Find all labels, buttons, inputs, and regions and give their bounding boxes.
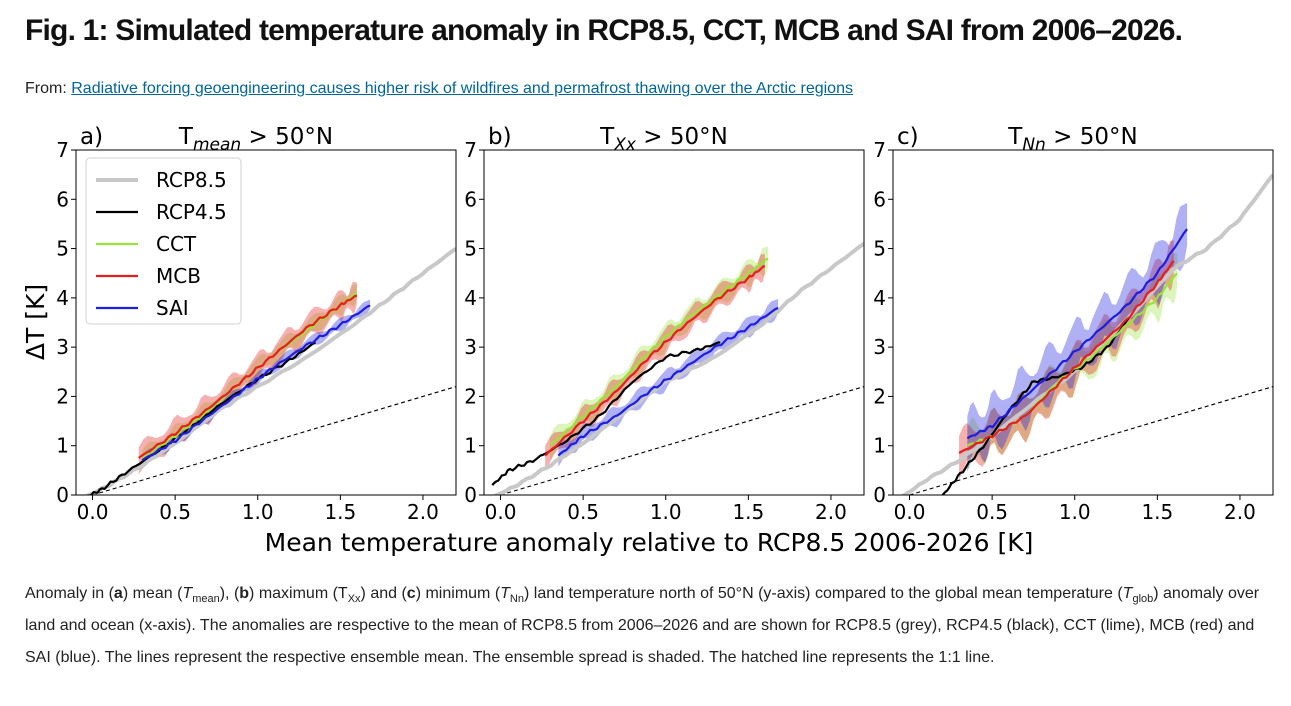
y-tick-label: 4: [873, 286, 886, 310]
panel-label: a): [80, 124, 103, 150]
x-tick-label: 0.0: [894, 500, 926, 524]
legend-label-rcp8.5: RCP8.5: [156, 168, 227, 192]
x-tick-label: 0.5: [567, 500, 599, 524]
figure-source: From: Radiative forcing geoengineering c…: [25, 80, 853, 98]
x-tick-label: 2.0: [815, 500, 847, 524]
y-tick-label: 7: [873, 138, 886, 162]
x-tick-label: 0.0: [77, 500, 109, 524]
panel-title: TXx > 50°N: [599, 124, 728, 155]
legend-label-mcb: MCB: [156, 264, 201, 288]
x-tick-label: 2.0: [1224, 500, 1256, 524]
series-mcb: [138, 294, 358, 459]
y-tick-label: 0: [56, 483, 69, 507]
y-tick-label: 2: [873, 384, 886, 408]
y-tick-label: 2: [56, 384, 69, 408]
x-tick-label: 2.0: [407, 500, 439, 524]
y-tick-label: 6: [56, 187, 69, 211]
series-sai: [557, 306, 779, 457]
y-axis-label: ΔT [K]: [21, 284, 50, 360]
series-rcp8.5: [901, 173, 1273, 495]
y-tick-label: 1: [464, 434, 477, 458]
series-rcp4.5: [491, 341, 721, 486]
y-tick-label: 5: [873, 237, 886, 261]
plot-area: [491, 242, 864, 495]
legend-label-rcp4.5: RCP4.5: [156, 200, 227, 224]
y-tick-label: 2: [464, 384, 477, 408]
y-tick-label: 3: [464, 335, 477, 359]
x-tick-label: 1.0: [242, 500, 274, 524]
plot-area: [901, 173, 1273, 495]
panel-label: c): [897, 124, 919, 150]
series-mcb: [958, 260, 1175, 455]
x-tick-label: 1.5: [1141, 500, 1173, 524]
y-tick-label: 7: [464, 138, 477, 162]
y-tick-label: 1: [873, 434, 886, 458]
spread-mcb: [545, 254, 765, 471]
y-tick-label: 4: [56, 286, 69, 310]
panel-label: b): [488, 124, 512, 150]
series-rcp4.5: [941, 317, 1131, 495]
series-cct: [549, 257, 769, 447]
axes-frame: [75, 149, 457, 496]
y-tick-label: 0: [464, 483, 477, 507]
y-tick-label: 3: [873, 335, 886, 359]
series-rcp8.5: [84, 247, 456, 495]
spread-sai: [558, 299, 779, 467]
series-rcp4.5: [86, 341, 317, 495]
one-to-one-line: [92, 386, 456, 495]
panel-c: 0.0 0.5 1.0 1.5 2.0 0 1 2 3 4 5 6 7 c) TNn > 50°N: [873, 124, 1274, 524]
y-tick-label: 7: [56, 138, 69, 162]
one-to-one-line: [500, 386, 864, 495]
y-tick-label: 3: [56, 335, 69, 359]
legend-label-cct: CCT: [156, 232, 197, 256]
source-prefix: From:: [25, 80, 67, 97]
series-rcp8.5: [492, 242, 864, 495]
source-article-link[interactable]: Radiative forcing geoengineering causes …: [71, 80, 853, 97]
x-tick-label: 1.5: [324, 500, 356, 524]
y-tick-label: 0: [873, 483, 886, 507]
legend-label-sai: SAI: [156, 296, 189, 320]
x-tick-label: 0.5: [159, 500, 191, 524]
y-tick-label: 6: [873, 187, 886, 211]
one-to-one-line: [909, 386, 1273, 495]
legend: RCP8.5 RCP4.5 CCT MCB SAI: [85, 157, 242, 325]
plot-area: [84, 247, 456, 495]
x-tick-label: 1.5: [732, 500, 764, 524]
series-sai: [966, 228, 1188, 440]
x-tick-label: 1.0: [650, 500, 682, 524]
panel-title: Tmean > 50°N: [178, 124, 333, 155]
series-mcb: [544, 265, 766, 457]
x-tick-label: 0.0: [485, 500, 517, 524]
y-tick-label: 6: [464, 187, 477, 211]
spread-sai: [967, 202, 1188, 472]
series-sai: [141, 304, 371, 462]
axes-frame: [892, 149, 1274, 496]
legend-box: [85, 157, 242, 325]
x-tick-label: 0.5: [976, 500, 1008, 524]
axes-frame: [483, 149, 865, 496]
y-tick-label: 5: [464, 237, 477, 261]
x-tick-label: 1.0: [1059, 500, 1091, 524]
panel-title: TNn > 50°N: [1007, 124, 1137, 155]
panel-b: 0.0 0.5 1.0 1.5 2.0 0 1 2 3 4 5 6 7 b) TXx > 50°N: [464, 124, 865, 524]
x-axis-label: Mean temperature anomaly relative to RCP…: [265, 528, 1034, 557]
y-tick-label: 1: [56, 434, 69, 458]
y-tick-label: 4: [464, 286, 477, 310]
y-tick-label: 5: [56, 237, 69, 261]
figure-caption: Anomaly in (a) mean (Tmean), (b) maximum…: [25, 585, 1260, 666]
figure-title: Fig. 1: Simulated temperature anomaly in…: [25, 14, 1183, 47]
